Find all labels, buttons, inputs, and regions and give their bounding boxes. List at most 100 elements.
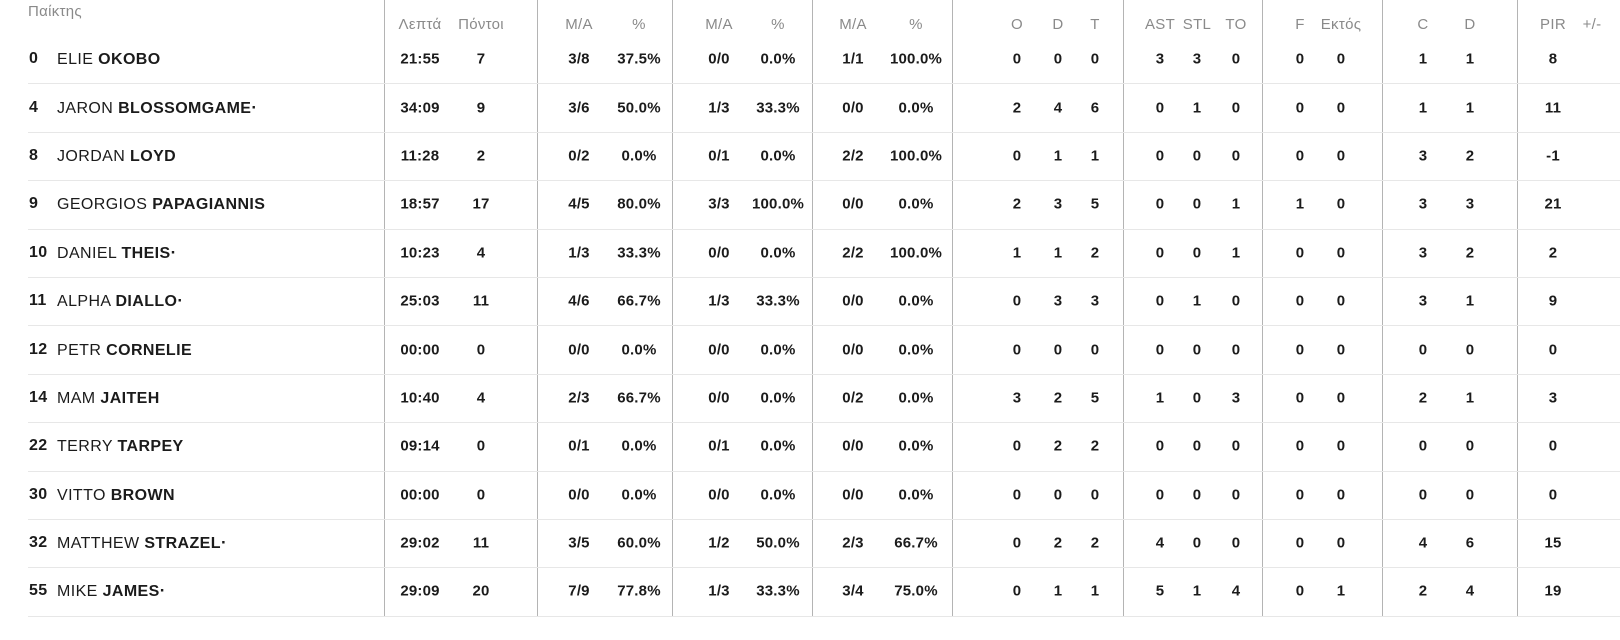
- player-first-name: ALPHA: [57, 293, 111, 311]
- cell-minutes: 29:09: [400, 582, 440, 600]
- player-last-name: BROWN: [110, 486, 175, 504]
- cell-minutes: 00:00: [400, 341, 440, 359]
- column-header-d: D: [1464, 16, 1476, 33]
- cell-pir: 0: [1548, 341, 1558, 359]
- cell-turnovers: 4: [1231, 582, 1241, 600]
- cell-minutes: 09:14: [400, 437, 440, 455]
- player-name[interactable]: TERRY TARPEY: [57, 436, 184, 456]
- player-row[interactable]: 9 GEORGIOS PAPAGIANNIS 18:57 17 4/5 80.0…: [0, 180, 1620, 228]
- cell-ektos: 0: [1336, 341, 1346, 359]
- cell-reb-off: 0: [1012, 534, 1022, 552]
- player-row[interactable]: 12 PETR CORNELIE 00:00 0 0/0 0.0% 0/0 0.…: [0, 325, 1620, 373]
- cell-ektos: 0: [1336, 292, 1346, 310]
- cell-reb-off: 0: [1012, 50, 1022, 68]
- table-bottom-border: [28, 616, 1620, 617]
- player-name[interactable]: GEORGIOS PAPAGIANNIS: [57, 194, 265, 214]
- cell-ektos: 1: [1336, 582, 1346, 600]
- cell-ft-ma: 3/4: [842, 582, 864, 600]
- cell-reb-off: 3: [1012, 389, 1022, 407]
- cell-turnovers: 0: [1231, 292, 1241, 310]
- cell-minutes: 34:09: [400, 99, 440, 117]
- column-header-reb-tot: T: [1090, 16, 1100, 33]
- player-last-name: THEIS: [121, 244, 171, 262]
- player-name[interactable]: MATTHEW STRAZEL·: [57, 533, 227, 553]
- player-number: 8: [29, 146, 39, 164]
- cell-ektos: 0: [1336, 99, 1346, 117]
- cell-ektos: 0: [1336, 244, 1346, 262]
- cell-d: 1: [1465, 50, 1475, 68]
- player-first-name: GEORGIOS: [57, 196, 148, 214]
- cell-reb-def: 0: [1053, 486, 1063, 504]
- player-last-name: JAMES: [102, 583, 160, 601]
- cell-steals: 1: [1192, 582, 1202, 600]
- player-row[interactable]: 10 DANIEL THEIS· 10:23 4 1/3 33.3% 0/0 0…: [0, 228, 1620, 277]
- cell-ft-pct: 75.0%: [894, 582, 938, 600]
- player-first-name: MIKE: [57, 583, 98, 601]
- cell-fouls: 0: [1295, 389, 1305, 407]
- player-row[interactable]: 0 ELIE OKOBO 21:55 7 3/8 37.5% 0/0 0.0% …: [0, 35, 1620, 83]
- cell-c: 3: [1418, 147, 1428, 165]
- cell-d: 6: [1465, 534, 1475, 552]
- cell-pir: 8: [1548, 50, 1558, 68]
- cell-ft-pct: 100.0%: [889, 50, 943, 68]
- cell-3pt-pct: 50.0%: [756, 534, 800, 552]
- player-name[interactable]: PETR CORNELIE: [57, 340, 192, 360]
- cell-ektos: 0: [1336, 534, 1346, 552]
- cell-pir: 15: [1544, 534, 1562, 552]
- cell-2pt-ma: 2/3: [568, 389, 590, 407]
- cell-pir: 2: [1548, 244, 1558, 262]
- column-header-minutes: Λεπτά: [398, 16, 442, 33]
- player-number: 22: [29, 437, 48, 455]
- cell-pir: 9: [1548, 292, 1558, 310]
- column-header-points: Πόντοι: [458, 16, 504, 33]
- cell-c: 1: [1418, 99, 1428, 117]
- cell-assists: 0: [1155, 99, 1165, 117]
- cell-turnovers: 0: [1231, 341, 1241, 359]
- player-number: 11: [29, 292, 47, 310]
- cell-minutes: 25:03: [400, 292, 440, 310]
- cell-assists: 5: [1155, 582, 1165, 600]
- cell-ft-ma: 2/3: [842, 534, 864, 552]
- cell-ft-pct: 0.0%: [898, 437, 934, 455]
- player-name[interactable]: JARON BLOSSOMGAME·: [57, 98, 257, 118]
- cell-2pt-ma: 0/0: [568, 486, 590, 504]
- cell-assists: 0: [1155, 195, 1165, 213]
- player-row[interactable]: 14 MAM JAITEH 10:40 4 2/3 66.7% 0/0 0.0%…: [0, 373, 1620, 422]
- cell-steals: 0: [1192, 244, 1202, 262]
- cell-reb-tot: 2: [1090, 244, 1100, 262]
- starter-dot: ·: [177, 291, 184, 311]
- player-row[interactable]: 11 ALPHA DIALLO· 25:03 11 4/6 66.7% 1/3 …: [0, 276, 1620, 325]
- player-name[interactable]: MAM JAITEH: [57, 388, 160, 408]
- player-name[interactable]: VITTO BROWN: [57, 485, 175, 505]
- player-row[interactable]: 4 JARON BLOSSOMGAME· 34:09 9 3/6 50.0% 1…: [0, 83, 1620, 131]
- cell-reb-off: 0: [1012, 486, 1022, 504]
- cell-reb-tot: 0: [1090, 341, 1100, 359]
- cell-ft-pct: 100.0%: [889, 147, 943, 165]
- cell-minutes: 00:00: [400, 486, 440, 504]
- player-row[interactable]: 32 MATTHEW STRAZEL· 29:02 11 3/5 60.0% 1…: [0, 518, 1620, 567]
- cell-reb-def: 1: [1053, 244, 1063, 262]
- cell-reb-off: 1: [1012, 244, 1022, 262]
- column-divider: [812, 0, 813, 617]
- cell-2pt-pct: 33.3%: [617, 244, 661, 262]
- player-row[interactable]: 55 MIKE JAMES· 29:09 20 7/9 77.8% 1/3 33…: [0, 567, 1620, 615]
- cell-ft-pct: 66.7%: [894, 534, 938, 552]
- player-name[interactable]: JORDAN LOYD: [57, 146, 176, 166]
- player-row[interactable]: 8 JORDAN LOYD 11:28 2 0/2 0.0% 0/1 0.0% …: [0, 131, 1620, 180]
- cell-minutes: 11:28: [400, 147, 440, 165]
- starter-dot: ·: [251, 97, 258, 117]
- player-name[interactable]: ELIE OKOBO: [57, 49, 161, 69]
- cell-points: 0: [476, 341, 486, 359]
- player-last-name: BLOSSOMGAME: [118, 99, 252, 117]
- cell-points: 7: [476, 50, 486, 68]
- cell-reb-tot: 0: [1090, 486, 1100, 504]
- player-name[interactable]: DANIEL THEIS·: [57, 243, 177, 263]
- column-header-player: Παίκτης: [28, 3, 82, 20]
- player-row[interactable]: 30 VITTO BROWN 00:00 0 0/0 0.0% 0/0 0.0%…: [0, 470, 1620, 519]
- cell-2pt-ma: 0/1: [568, 437, 590, 455]
- cell-ft-ma: 2/2: [842, 147, 864, 165]
- player-name[interactable]: MIKE JAMES·: [57, 581, 166, 601]
- player-name[interactable]: ALPHA DIALLO·: [57, 291, 183, 311]
- player-row[interactable]: 22 TERRY TARPEY 09:14 0 0/1 0.0% 0/1 0.0…: [0, 422, 1620, 470]
- player-first-name: VITTO: [57, 486, 106, 504]
